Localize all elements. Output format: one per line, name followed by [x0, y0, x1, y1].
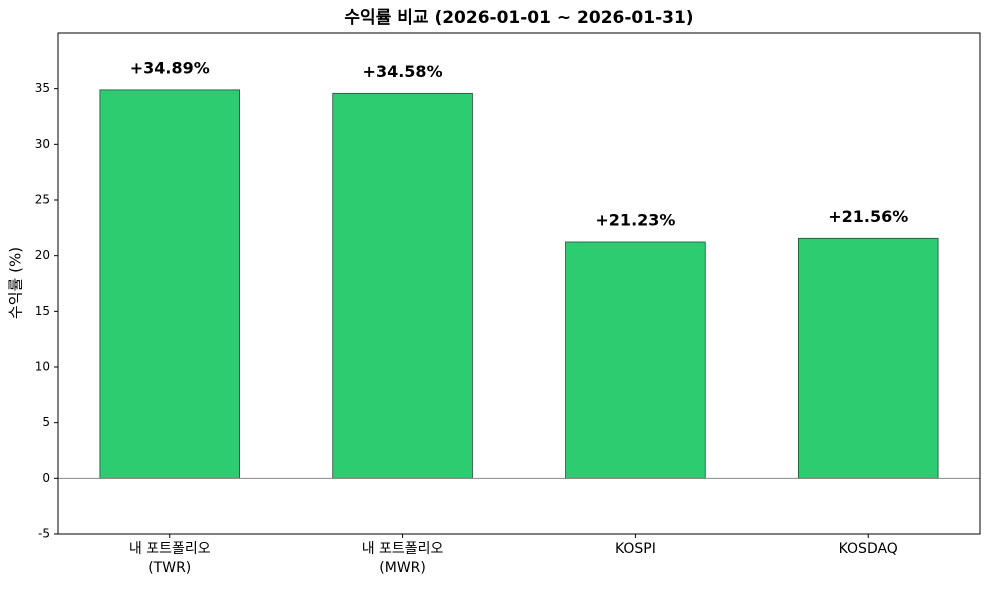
x-tick-label: KOSPI [614, 541, 656, 557]
value-label: +21.56% [828, 207, 908, 226]
y-tick-label: 15 [35, 304, 50, 318]
chart-title: 수익률 비교 (2026-01-01 ~ 2026-01-31) [344, 8, 693, 28]
y-tick-label: 35 [35, 81, 50, 95]
bar [797, 237, 939, 479]
y-tick-label: 0 [42, 471, 50, 485]
value-label: +34.89% [130, 58, 210, 77]
bar [332, 92, 473, 479]
y-axis-label: 수익률 (%) [7, 247, 25, 319]
bar [99, 89, 241, 479]
x-tick-label: 내 포트폴리오 (MWR) [361, 541, 444, 576]
plot-frame [57, 32, 981, 535]
y-tick-label: 20 [35, 248, 50, 262]
value-label: +21.23% [595, 210, 675, 229]
x-tick-label: 내 포트폴리오 (TWR) [128, 541, 211, 576]
value-label: +34.58% [363, 62, 443, 81]
y-tick-label: 30 [35, 137, 50, 151]
y-tick-label: -5 [38, 527, 50, 541]
x-tick-label: KOSDAQ [838, 541, 898, 557]
y-tick-label: 5 [42, 415, 50, 429]
bar [565, 241, 706, 479]
y-tick-label: 10 [35, 360, 50, 374]
y-tick-label: 25 [35, 193, 50, 207]
